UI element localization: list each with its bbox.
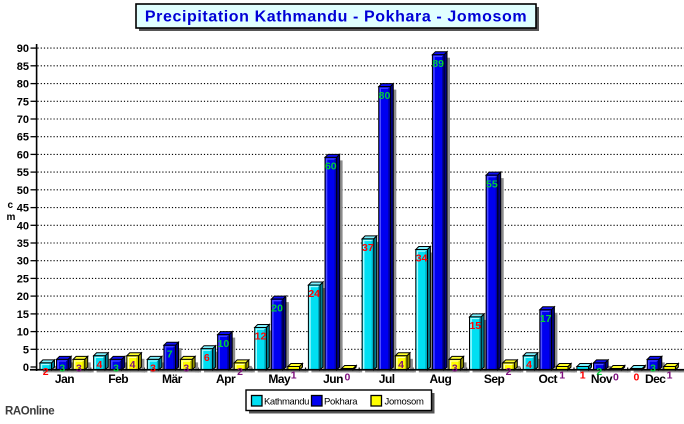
svg-text:90: 90 bbox=[17, 43, 29, 55]
svg-text:Jun: Jun bbox=[323, 372, 343, 386]
svg-text:1: 1 bbox=[580, 370, 586, 382]
svg-text:2: 2 bbox=[596, 366, 602, 378]
svg-text:10: 10 bbox=[218, 338, 230, 350]
svg-text:3: 3 bbox=[650, 363, 656, 375]
svg-text:Apr: Apr bbox=[216, 372, 236, 386]
svg-text:3: 3 bbox=[452, 363, 458, 375]
svg-text:17: 17 bbox=[540, 313, 552, 325]
svg-text:2: 2 bbox=[43, 366, 49, 378]
svg-text:0: 0 bbox=[633, 372, 639, 384]
svg-text:3: 3 bbox=[76, 363, 82, 375]
svg-text:37: 37 bbox=[362, 242, 374, 254]
svg-text:35: 35 bbox=[17, 238, 29, 250]
svg-text:40: 40 bbox=[17, 220, 29, 232]
svg-text:34: 34 bbox=[416, 253, 428, 265]
svg-text:60: 60 bbox=[17, 149, 29, 161]
svg-text:75: 75 bbox=[17, 96, 29, 108]
svg-text:85: 85 bbox=[17, 61, 29, 73]
svg-text:Nov: Nov bbox=[591, 372, 613, 386]
svg-text:Jul: Jul bbox=[379, 372, 395, 386]
svg-text:Oct: Oct bbox=[539, 372, 558, 386]
svg-text:10: 10 bbox=[17, 327, 29, 339]
svg-text:3: 3 bbox=[59, 363, 65, 375]
svg-text:60: 60 bbox=[325, 161, 337, 173]
svg-text:RAOnline: RAOnline bbox=[5, 406, 54, 418]
svg-text:55: 55 bbox=[17, 167, 29, 179]
svg-text:Dec: Dec bbox=[645, 372, 666, 386]
svg-text:c: c bbox=[8, 200, 14, 211]
svg-text:15: 15 bbox=[17, 309, 29, 321]
svg-text:Feb: Feb bbox=[108, 372, 128, 386]
svg-text:Jomosom: Jomosom bbox=[385, 397, 424, 408]
svg-text:Kathmandu: Kathmandu bbox=[264, 397, 309, 408]
svg-text:May: May bbox=[268, 372, 291, 386]
svg-text:Sep: Sep bbox=[484, 372, 505, 386]
svg-text:4: 4 bbox=[130, 359, 136, 371]
svg-text:3: 3 bbox=[113, 363, 119, 375]
svg-text:0: 0 bbox=[344, 372, 350, 384]
svg-text:65: 65 bbox=[17, 132, 29, 144]
svg-text:2: 2 bbox=[506, 366, 512, 378]
svg-text:50: 50 bbox=[17, 185, 29, 197]
svg-text:20: 20 bbox=[17, 291, 29, 303]
svg-text:20: 20 bbox=[271, 302, 283, 314]
svg-text:Pokhara: Pokhara bbox=[324, 397, 358, 408]
svg-text:3: 3 bbox=[150, 363, 156, 375]
svg-text:45: 45 bbox=[17, 203, 29, 215]
svg-text:Aug: Aug bbox=[429, 372, 451, 386]
svg-text:4: 4 bbox=[96, 359, 102, 371]
svg-text:89: 89 bbox=[432, 58, 444, 70]
svg-text:3: 3 bbox=[183, 363, 189, 375]
svg-text:4: 4 bbox=[526, 359, 532, 371]
svg-text:24: 24 bbox=[308, 288, 320, 300]
svg-text:80: 80 bbox=[17, 79, 29, 91]
svg-text:Mär: Mär bbox=[162, 372, 183, 386]
svg-text:2: 2 bbox=[237, 366, 243, 378]
svg-text:55: 55 bbox=[486, 178, 498, 190]
svg-text:Jan: Jan bbox=[55, 372, 74, 386]
svg-text:6: 6 bbox=[204, 352, 210, 364]
svg-text:Precipitation Kathmandu - Pokh: Precipitation Kathmandu - Pokhara - Jomo… bbox=[145, 9, 527, 26]
svg-text:m: m bbox=[7, 212, 16, 223]
svg-text:25: 25 bbox=[17, 273, 29, 285]
svg-text:15: 15 bbox=[469, 320, 481, 332]
svg-text:80: 80 bbox=[379, 90, 391, 102]
svg-text:1: 1 bbox=[559, 370, 565, 382]
svg-text:1: 1 bbox=[291, 370, 297, 382]
svg-text:5: 5 bbox=[23, 344, 29, 356]
svg-text:0: 0 bbox=[23, 362, 29, 374]
svg-text:0: 0 bbox=[613, 372, 619, 384]
svg-text:30: 30 bbox=[17, 256, 29, 268]
svg-text:70: 70 bbox=[17, 114, 29, 126]
svg-text:4: 4 bbox=[398, 359, 404, 371]
svg-text:12: 12 bbox=[255, 331, 267, 343]
svg-text:7: 7 bbox=[167, 348, 173, 360]
svg-text:1: 1 bbox=[667, 370, 673, 382]
